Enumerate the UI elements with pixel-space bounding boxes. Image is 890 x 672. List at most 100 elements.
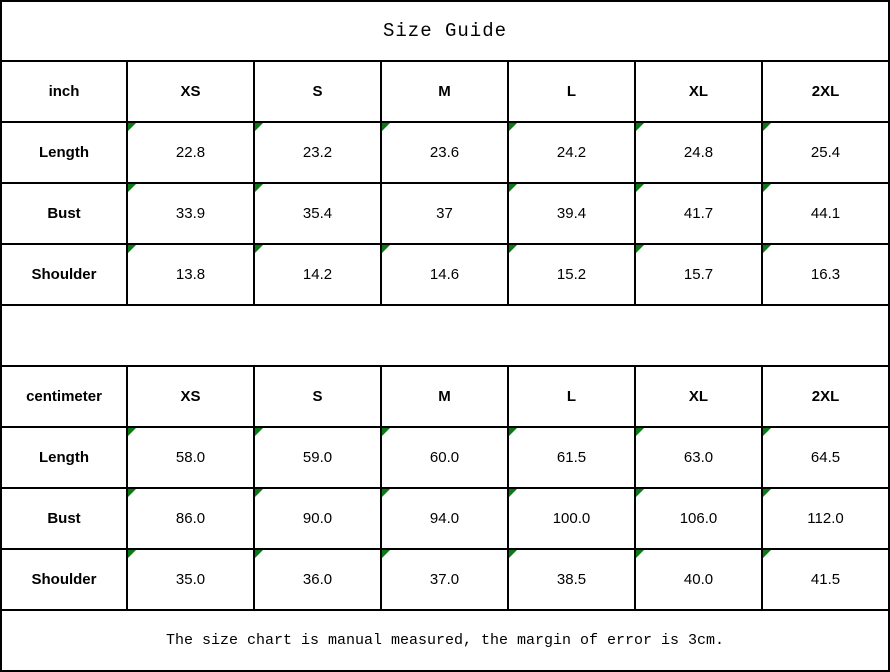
size-header-2xl: 2XL [761,365,890,428]
value-cell: 39.4 [507,182,636,245]
cell-value: 90.0 [302,510,333,527]
green-corner-marker [637,185,644,192]
green-corner-marker [637,551,644,558]
cell-value: 35.4 [302,205,333,222]
value-cell: 23.2 [253,121,382,184]
row-label: Shoulder [0,243,128,306]
cell-value: 15.7 [683,266,714,283]
value-cell: 23.6 [380,121,509,184]
cell-value: 40.0 [683,571,714,588]
row-label: Length [0,121,128,184]
green-corner-marker [637,490,644,497]
cell-value: 38.5 [556,571,587,588]
size-header-s: S [253,60,382,123]
value-cell: 40.0 [634,548,763,611]
value-cell: 58.0 [126,426,255,489]
green-corner-marker [383,124,390,131]
row-label: Length [0,426,128,489]
cell-value: 86.0 [175,510,206,527]
green-corner-marker [383,551,390,558]
green-corner-marker [510,551,517,558]
cell-value: 24.2 [556,144,587,161]
green-corner-marker [637,246,644,253]
value-cell: 86.0 [126,487,255,550]
value-cell: 100.0 [507,487,636,550]
value-cell: 14.6 [380,243,509,306]
green-corner-marker [256,551,263,558]
value-cell: 112.0 [761,487,890,550]
cell-value: 33.9 [175,205,206,222]
green-corner-marker [256,246,263,253]
green-corner-marker [510,246,517,253]
green-corner-marker [637,429,644,436]
value-cell: 37 [380,182,509,245]
value-cell: 15.7 [634,243,763,306]
green-corner-marker [764,429,771,436]
cell-value: 14.6 [429,266,460,283]
value-cell: 38.5 [507,548,636,611]
cell-value: 39.4 [556,205,587,222]
green-corner-marker [510,185,517,192]
value-cell: 24.8 [634,121,763,184]
green-corner-marker [510,124,517,131]
green-corner-marker [383,246,390,253]
cm-header-row: centimeter XS S M L XL 2XL [0,365,890,428]
green-corner-marker [764,185,771,192]
cell-value: 23.6 [429,144,460,161]
cell-value: 35.0 [175,571,206,588]
value-cell: 22.8 [126,121,255,184]
green-corner-marker [129,551,136,558]
green-corner-marker [764,124,771,131]
size-header-l: L [507,60,636,123]
green-corner-marker [256,124,263,131]
value-cell: 35.4 [253,182,382,245]
value-cell: 16.3 [761,243,890,306]
row-label: Bust [0,487,128,550]
value-cell: 61.5 [507,426,636,489]
value-cell: 25.4 [761,121,890,184]
value-cell: 64.5 [761,426,890,489]
cell-value: 24.8 [683,144,714,161]
footer-row: The size chart is manual measured, the m… [0,609,890,672]
cm-bust-row: Bust 86.0 90.0 94.0 100.0 106.0 112.0 [0,487,890,550]
cell-value: 22.8 [175,144,206,161]
green-corner-marker [129,185,136,192]
inch-header-row: inch XS S M L XL 2XL [0,60,890,123]
cell-value: 100.0 [552,510,591,527]
green-corner-marker [764,490,771,497]
size-header-m: M [380,365,509,428]
unit-label-inch: inch [0,60,128,123]
cell-value: 59.0 [302,449,333,466]
size-header-m: M [380,60,509,123]
footer-note: The size chart is manual measured, the m… [0,609,890,672]
green-corner-marker [129,124,136,131]
green-corner-marker [383,429,390,436]
green-corner-marker [510,429,517,436]
cell-value: 58.0 [175,449,206,466]
size-header-xs: XS [126,365,255,428]
size-header-l: L [507,365,636,428]
green-corner-marker [510,490,517,497]
cell-value: 64.5 [810,449,841,466]
value-cell: 14.2 [253,243,382,306]
row-label: Shoulder [0,548,128,611]
unit-label-centimeter: centimeter [0,365,128,428]
cell-value: 15.2 [556,266,587,283]
value-cell: 33.9 [126,182,255,245]
green-corner-marker [129,246,136,253]
value-cell: 59.0 [253,426,382,489]
cm-shoulder-row: Shoulder 35.0 36.0 37.0 38.5 40.0 41.5 [0,548,890,611]
cell-value: 94.0 [429,510,460,527]
size-header-2xl: 2XL [761,60,890,123]
inch-length-row: Length 22.8 23.2 23.6 24.2 24.8 25.4 [0,121,890,184]
cell-value: 44.1 [810,205,841,222]
cell-value: 41.7 [683,205,714,222]
cell-value: 23.2 [302,144,333,161]
value-cell: 63.0 [634,426,763,489]
page-title: Size Guide [0,0,890,62]
cell-value: 60.0 [429,449,460,466]
spacer-row [0,304,890,367]
value-cell: 94.0 [380,487,509,550]
value-cell: 24.2 [507,121,636,184]
